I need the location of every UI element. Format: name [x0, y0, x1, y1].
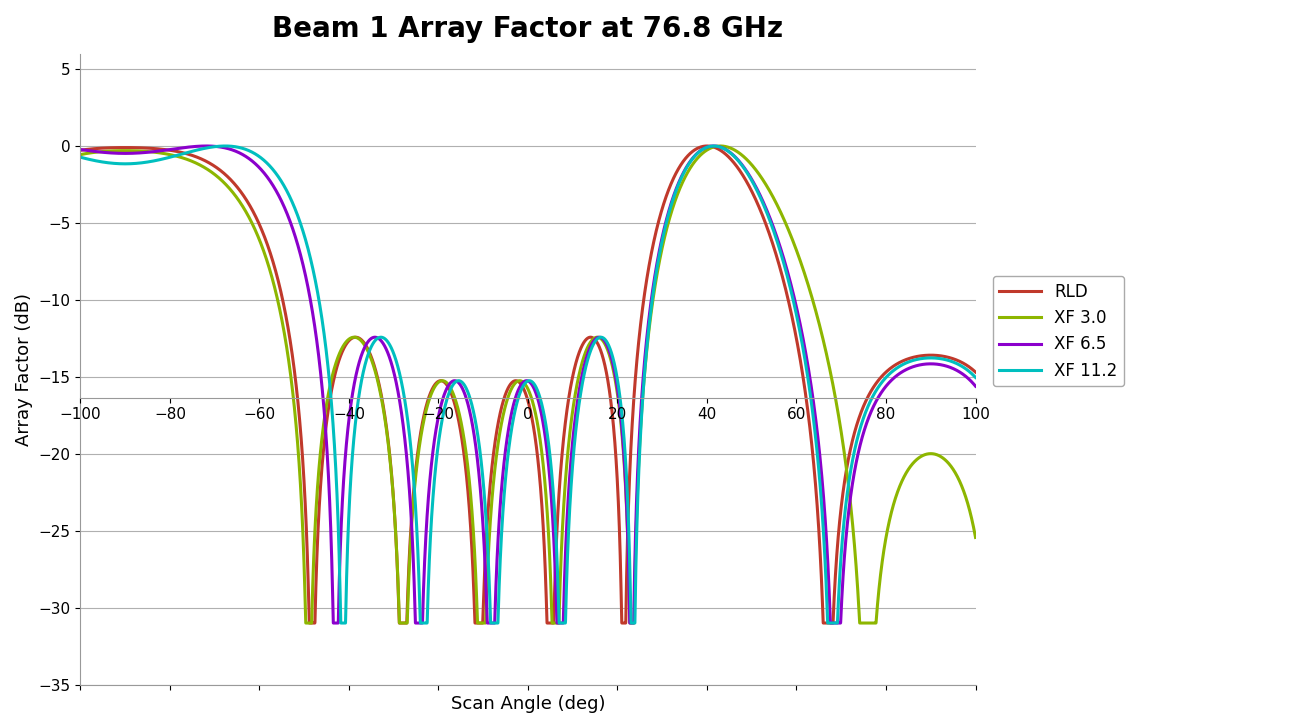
XF 3.0 [298, 619, 314, 628]
XF 11.2 [333, 619, 349, 628]
XF 3.0 [397, 619, 412, 628]
XF 3.0 [784, 234, 800, 243]
XF 11.2 [736, 164, 752, 173]
RLD [603, 392, 618, 400]
XF 6.5 [118, 149, 133, 158]
XF 11.2 [968, 373, 984, 381]
XF 3.0 [642, 324, 657, 333]
XF 3.0 [118, 146, 133, 155]
RLD [736, 173, 752, 182]
XF 11.2 [118, 159, 133, 168]
XF 3.0 [968, 533, 984, 542]
Line: XF 3.0: XF 3.0 [80, 146, 976, 623]
XF 3.0 [713, 142, 728, 151]
XF 6.5 [397, 434, 412, 443]
RLD [302, 619, 318, 628]
X-axis label: Scan Angle (deg): Scan Angle (deg) [451, 695, 605, 713]
XF 11.2 [397, 395, 412, 404]
XF 6.5 [784, 284, 800, 293]
XF 6.5 [198, 142, 214, 151]
XF 3.0 [603, 353, 618, 362]
RLD [784, 312, 800, 321]
Line: XF 11.2: XF 11.2 [80, 146, 976, 623]
RLD [118, 143, 133, 152]
Line: RLD: RLD [80, 146, 976, 623]
XF 6.5 [968, 381, 984, 390]
RLD [968, 368, 984, 376]
RLD [73, 146, 88, 154]
RLD [642, 261, 657, 269]
RLD [397, 619, 412, 628]
Y-axis label: Array Factor (dB): Array Factor (dB) [16, 293, 32, 446]
Line: XF 6.5: XF 6.5 [80, 146, 976, 623]
Title: Beam 1 Array Factor at 76.8 GHz: Beam 1 Array Factor at 76.8 GHz [272, 15, 784, 43]
XF 6.5 [642, 311, 657, 320]
Legend: RLD, XF 3.0, XF 6.5, XF 11.2: RLD, XF 3.0, XF 6.5, XF 11.2 [993, 276, 1125, 387]
XF 6.5 [603, 349, 618, 358]
XF 3.0 [73, 150, 88, 159]
RLD [699, 142, 714, 151]
XF 6.5 [325, 619, 341, 628]
XF 11.2 [73, 153, 88, 162]
XF 11.2 [642, 319, 657, 328]
XF 11.2 [218, 142, 233, 151]
XF 11.2 [603, 345, 618, 354]
XF 6.5 [73, 145, 88, 154]
XF 3.0 [736, 153, 752, 162]
XF 6.5 [736, 163, 752, 172]
XF 11.2 [784, 290, 800, 299]
